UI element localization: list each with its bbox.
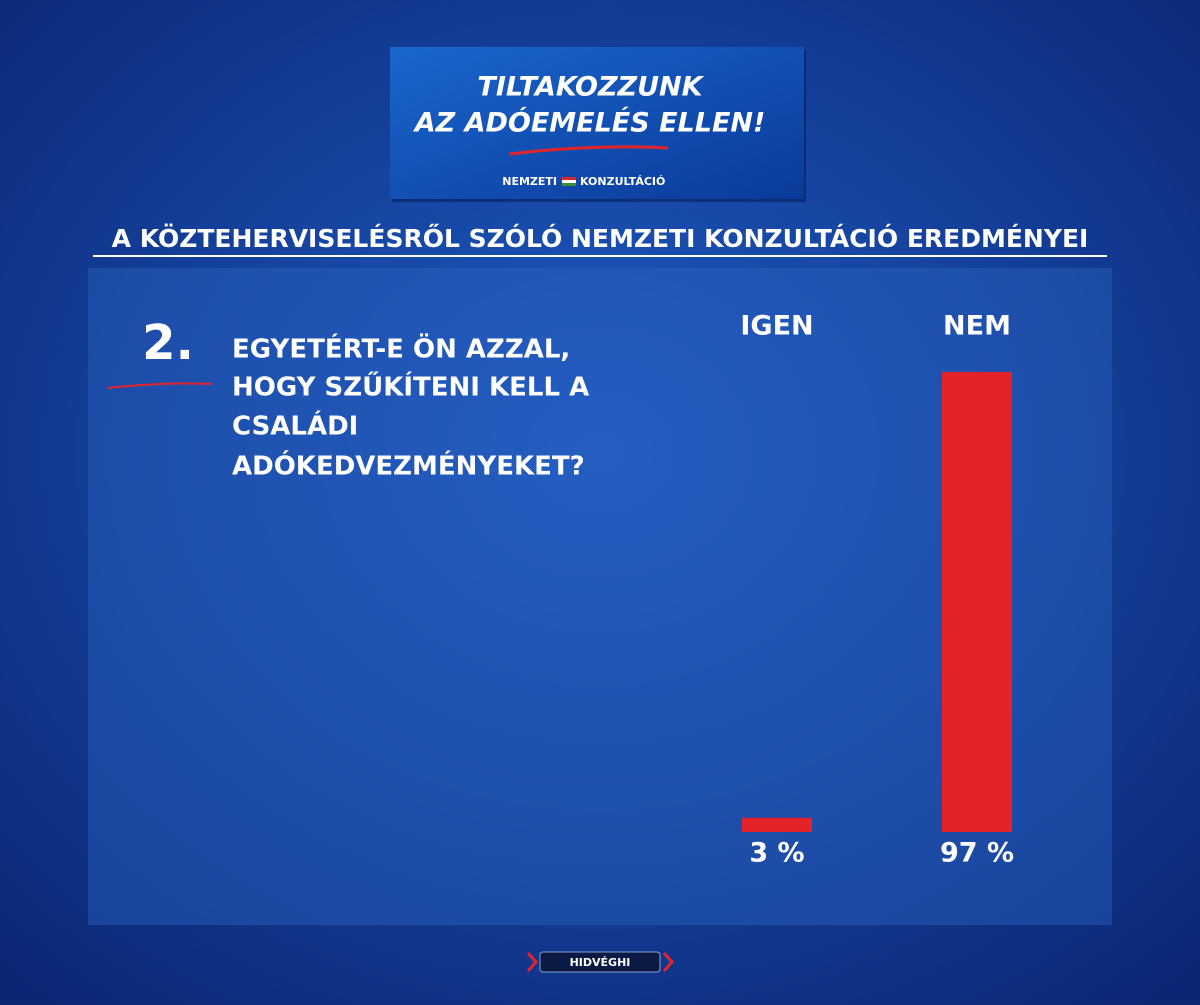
category-label: NEM [943,311,1011,342]
bar-chart: IGEN 3 % NEM 97 % [740,311,1014,869]
value-label: 3 % [749,838,804,869]
number-swoosh [107,382,213,389]
question-line: CSALÁDI [232,410,358,442]
banner-swoosh [509,145,669,156]
panel [88,268,1112,925]
banner-subtitle: KONZULTÁCIÓ [580,175,665,188]
question-number: 2. [142,315,194,371]
question-line: HOGY SZŰKÍTENI KELL A [232,371,589,403]
footer-logo [539,951,661,973]
bar [942,372,1012,832]
question-line: ADÓKEDVEZMÉNYEKET? [232,450,585,482]
banner-title: TILTAKOZZUNK [477,72,704,103]
banner [390,47,804,199]
category-label: IGEN [740,311,813,342]
value-label: 97 % [940,838,1014,869]
footer-chevrons [526,952,675,972]
heading: A KÖZTEHERVISELÉSRŐL SZÓLÓ NEMZETI KONZU… [112,223,1089,253]
flag-red [562,177,576,180]
flag-green [562,183,576,186]
bar [742,817,812,832]
flag-white [562,180,576,183]
footer-text: HIDVÉGHI [570,956,631,969]
question-line: EGYETÉRT-E ÖN AZZAL, [232,332,570,365]
banner-subtitle: NEMZETI [502,175,557,188]
banner-title: AZ ADÓEMELÉS ELLEN! [413,107,766,139]
